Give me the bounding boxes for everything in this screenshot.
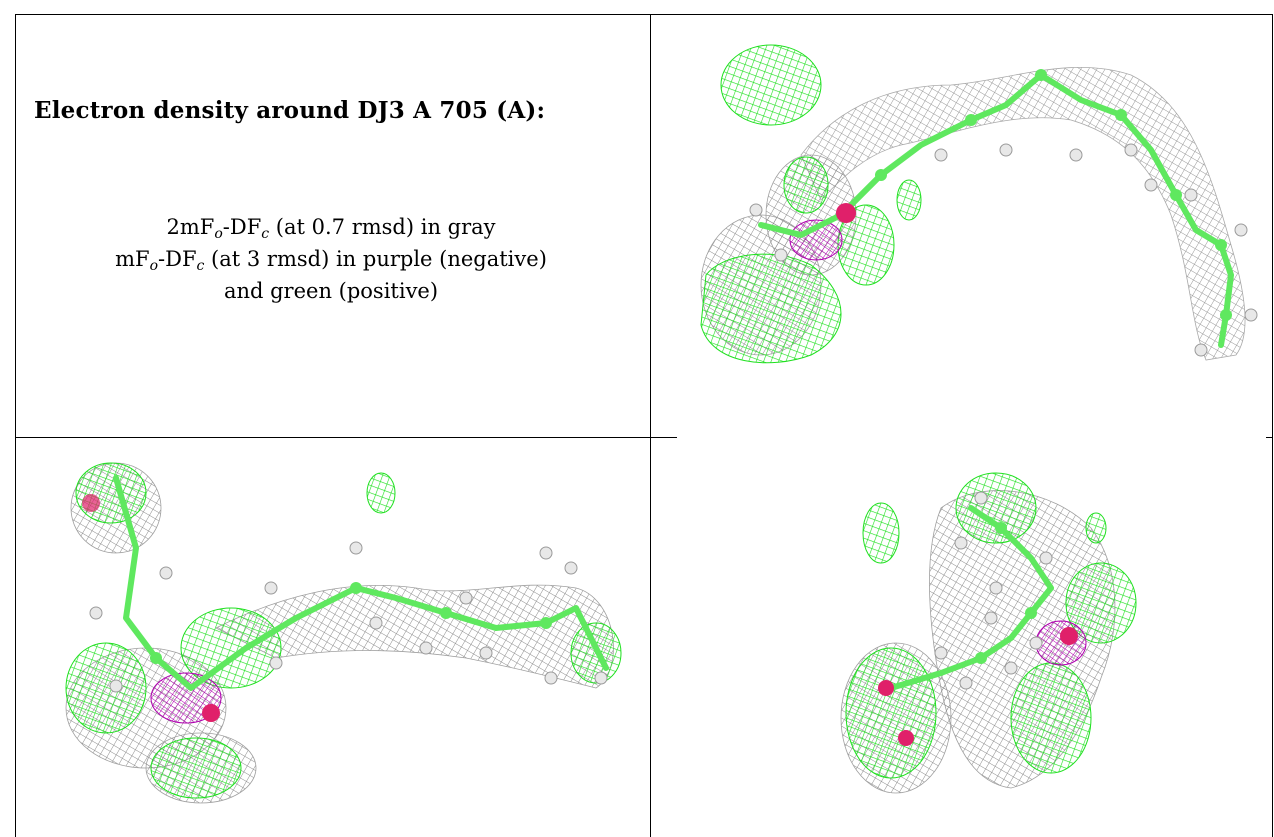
legend-line-fofc: mFo-DFc (at 3 rmsd) in purple (negative) (115, 247, 547, 274)
purple-negative-density (789, 219, 843, 261)
map-legend: 2mFo-DFc (at 0.7 rmsd) in gray mFo-DFc (… (16, 211, 646, 307)
legend-line-positive: and green (positive) (223, 279, 439, 303)
purple-negative-density (1035, 620, 1087, 666)
gray-density-chain (800, 66, 1246, 361)
table-border-top (15, 14, 1273, 15)
table-border-right (1272, 14, 1273, 837)
table-row-divider-left (15, 437, 635, 438)
figure-title: Electron density around DJ3 A 705 (A): (34, 97, 546, 124)
table-border-left (15, 14, 16, 837)
density-view-bottom-right (651, 438, 1272, 837)
table-row-divider-right-end (1266, 437, 1273, 438)
ligand-chain (758, 72, 1234, 348)
green-blob-1 (720, 44, 822, 126)
oxygen-atom (836, 203, 856, 223)
table-row-divider-right (635, 437, 677, 438)
density-view-top-right (651, 15, 1272, 437)
density-view-bottom-left (16, 438, 650, 837)
table-border-middle (650, 14, 651, 837)
legend-cell: Electron density around DJ3 A 705 (A): 2… (16, 15, 650, 437)
legend-line-2fo: 2mFo-DFc (at 0.7 rmsd) in gray (166, 215, 496, 242)
